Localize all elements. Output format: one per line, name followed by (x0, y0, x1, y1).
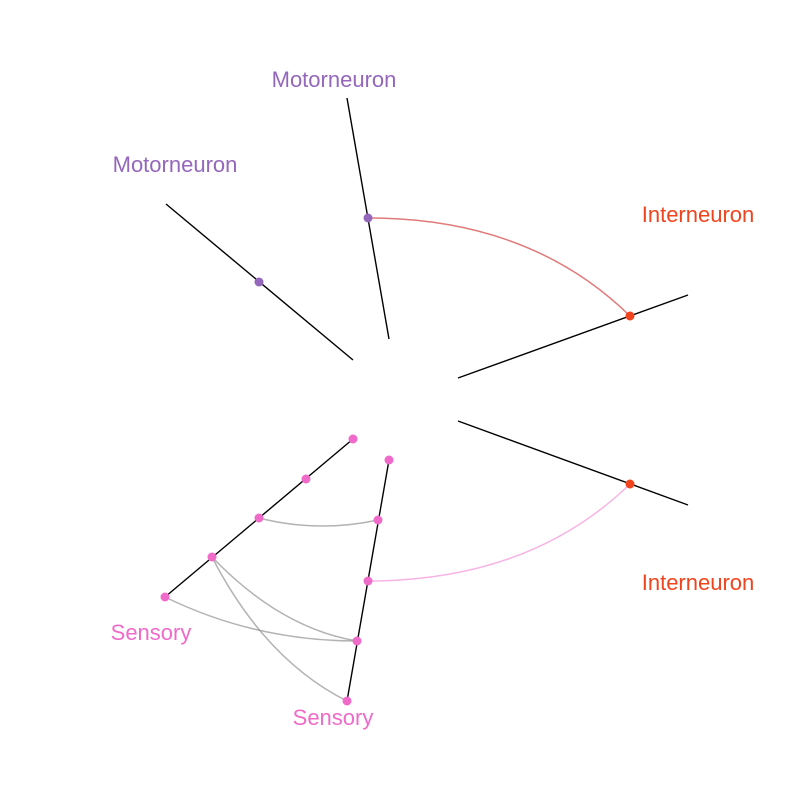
axis-label-inter-b: Interneuron (642, 570, 755, 595)
node-i1 (625, 311, 635, 321)
edge-sa4-sb4 (211, 556, 358, 642)
node-m1 (254, 277, 264, 287)
edge-sa3-sb2 (258, 517, 379, 527)
node-sb4 (352, 636, 362, 646)
axis-label-motor-a: Motorneuron (113, 152, 238, 177)
node-sb5 (342, 696, 352, 706)
node-sa3 (254, 513, 264, 523)
edge-m2-i1 (367, 217, 631, 317)
axis-label-motor-b: Motorneuron (272, 67, 397, 92)
axis-inter-a (457, 294, 689, 379)
axis-label-inter-a: Interneuron (642, 202, 755, 227)
axis-label-sensory-b: Sensory (293, 705, 374, 730)
axis-inter-b (457, 420, 689, 506)
node-sa2 (301, 474, 311, 484)
edges-layer (164, 217, 631, 702)
axes-layer (164, 97, 689, 702)
node-m2 (363, 213, 373, 223)
labels-layer: Motorneuron Motorneuron Interneuron Interne… (111, 67, 755, 730)
node-i2 (625, 479, 635, 489)
axis-label-sensory-a: Sensory (111, 620, 192, 645)
edge-sa5-sb4 (164, 596, 358, 642)
node-sb1 (384, 455, 394, 465)
nodes-layer (160, 213, 635, 706)
node-sa4 (207, 552, 217, 562)
node-sa5 (160, 592, 170, 602)
node-sb3 (363, 576, 373, 586)
edge-sb3-i2 (367, 483, 631, 582)
node-sa1 (348, 434, 358, 444)
node-sb2 (373, 515, 383, 525)
edge-sa4-sb5 (211, 556, 348, 702)
